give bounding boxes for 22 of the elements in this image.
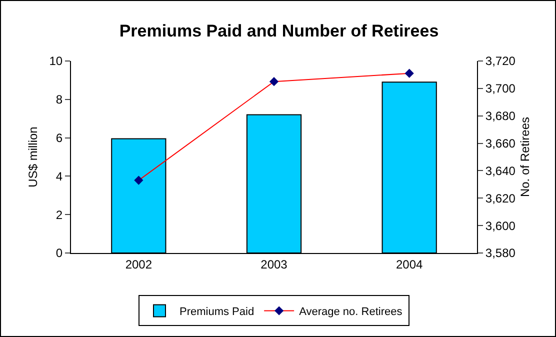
y2-tick-label: 3,720: [485, 54, 516, 68]
y2-axis-title: No. of Retirees: [518, 116, 532, 198]
y-tick-label: 10: [49, 54, 63, 68]
y-tick-label: 4: [56, 169, 63, 184]
y2-tick-label: 3,660: [485, 136, 516, 150]
y-axis-title: US$ million: [26, 126, 40, 188]
x-tick-label: 2004: [396, 257, 423, 272]
chart-title: Premiums Paid and Number of Retirees: [119, 21, 439, 40]
y2-tick-label: 3,680: [485, 109, 516, 124]
y-tick-label: 2: [56, 208, 63, 222]
y-tick-label: 8: [56, 92, 63, 107]
y2-tick-label: 3,640: [485, 164, 516, 178]
x-tick-label: 2003: [260, 257, 288, 272]
legend-label: Average no. Retirees: [299, 306, 403, 318]
y2-tick-label: 3,700: [485, 82, 516, 96]
y-tick-label: 0: [56, 246, 63, 260]
x-tick-label: 2002: [125, 257, 152, 272]
legend-label: Premiums Paid: [180, 306, 254, 318]
y-tick-label: 6: [56, 131, 63, 145]
y2-tick-label: 3,600: [485, 218, 516, 233]
y2-tick-label: 3,580: [485, 246, 516, 260]
y2-tick-label: 3,620: [485, 191, 516, 206]
